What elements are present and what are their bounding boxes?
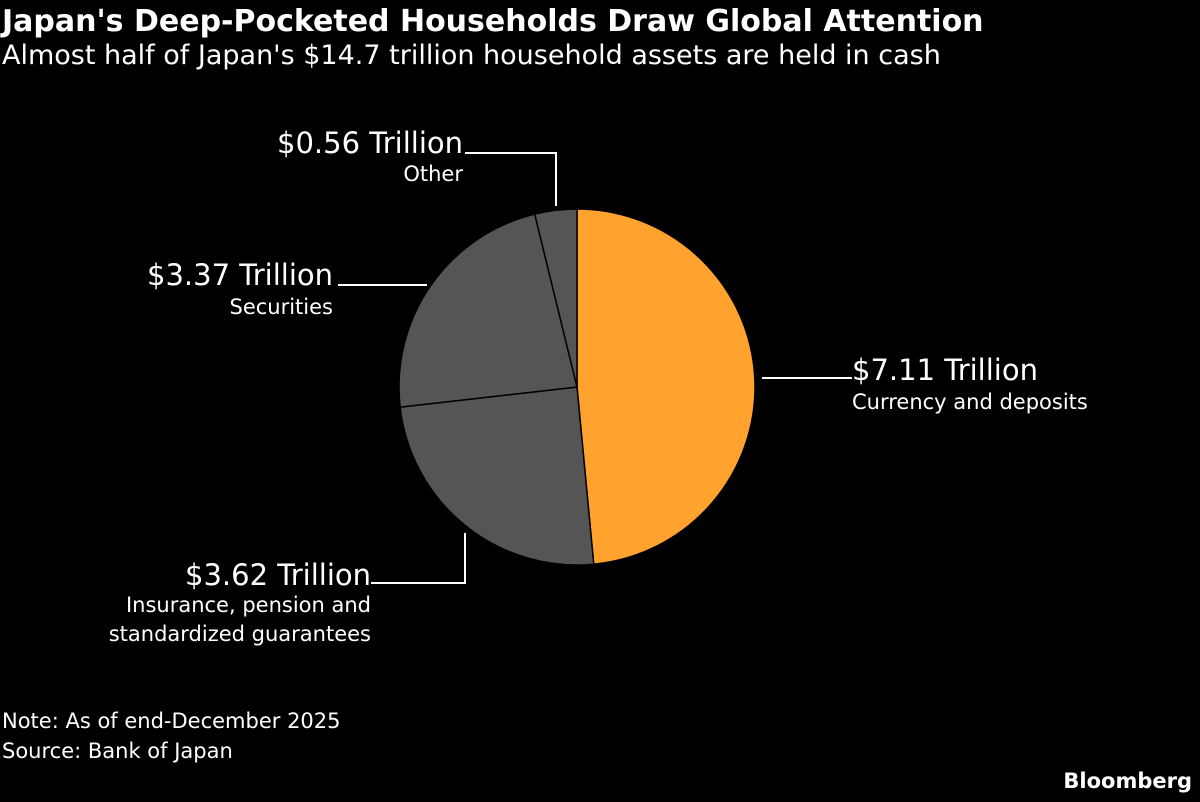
value-label-other: $0.56 Trillion	[277, 126, 463, 160]
value-label-insurance-pension-and-standardized-guarantees: $3.62 Trillion	[185, 558, 371, 592]
category-label-securities: Securities	[229, 295, 333, 319]
pie-slice-currency-and-deposits	[576, 208, 756, 566]
pie-slice-other	[533, 208, 578, 388]
pie-slices	[398, 208, 756, 566]
category-label-currency-and-deposits: Currency and deposits	[852, 390, 1088, 414]
pie-slice-insurance-pension-and-standardized-guarantees	[399, 386, 595, 566]
category-label-other: Other	[403, 162, 463, 186]
category-label-insurance-pension-and-standardized-guarantees: Insurance, pension and	[126, 593, 371, 617]
chart-title: Japan's Deep-Pocketed Households Draw Gl…	[2, 4, 984, 39]
leader-line-other	[465, 152, 557, 206]
category-label-insurance-pension-and-standardized-guarantees: standardized guarantees	[109, 622, 371, 646]
leader-line-insurance-pension-and-standardized-guarantees	[371, 533, 466, 584]
note-text: Note: As of end-December 2025	[2, 709, 341, 733]
chart-notes: Note: As of end-December 2025 Source: Ba…	[2, 706, 341, 766]
value-label-securities: $3.37 Trillion	[147, 258, 333, 292]
source-text: Source: Bank of Japan	[2, 739, 233, 763]
value-label-currency-and-deposits: $7.11 Trillion	[852, 353, 1038, 387]
leader-lines	[338, 152, 852, 584]
slice-labels: $7.11 Trillion Currency and deposits $3.62…	[109, 126, 1088, 646]
pie-slice-securities	[398, 213, 578, 409]
chart-subtitle: Almost half of Japan's $14.7 trillion ho…	[2, 40, 941, 71]
bloomberg-logo: Bloomberg	[1063, 769, 1192, 793]
